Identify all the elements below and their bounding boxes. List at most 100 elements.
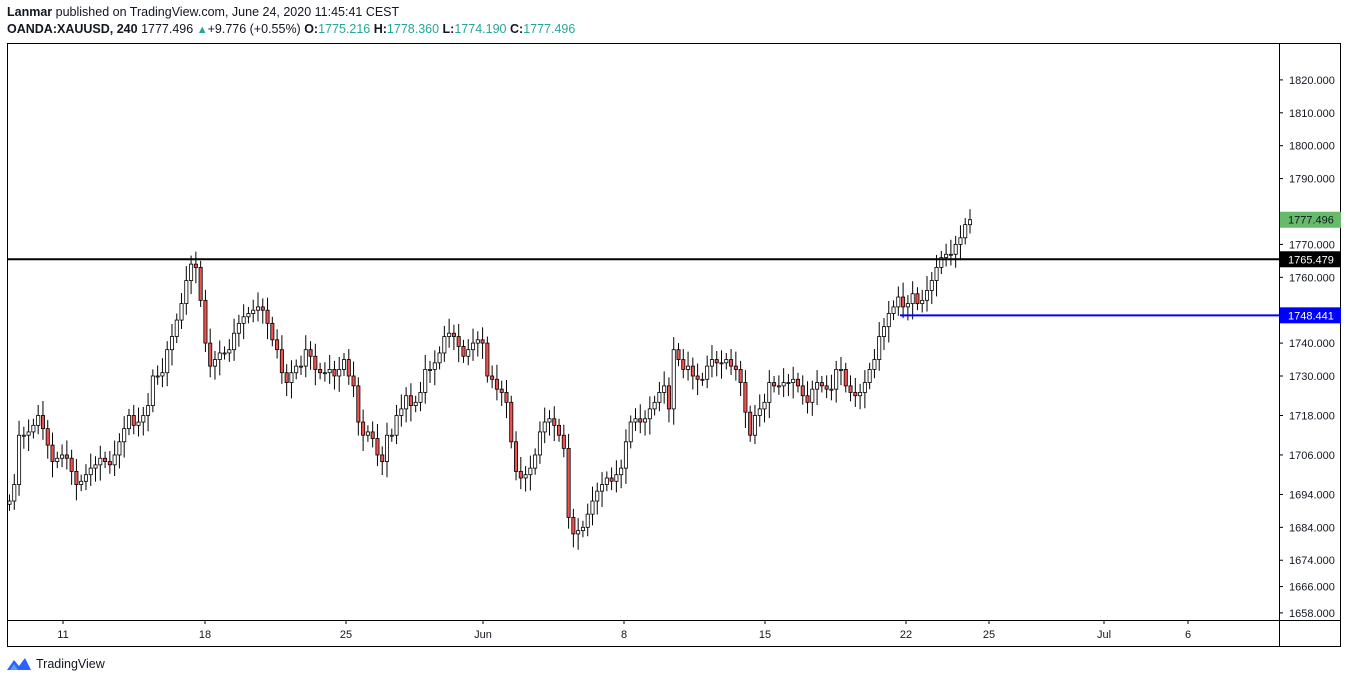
candle [528, 455, 533, 491]
candle-body [126, 415, 131, 430]
candle-body [948, 253, 953, 256]
candle-body [724, 359, 729, 364]
candle [356, 377, 361, 436]
candle [514, 431, 519, 481]
candle [93, 456, 98, 482]
candle-body [160, 372, 165, 377]
candle [676, 343, 681, 367]
candle-body [447, 332, 452, 337]
candle-body [953, 243, 958, 255]
price-badges: 1777.496 1765.479 1748.441 [1280, 211, 1341, 324]
candle-body [17, 434, 22, 485]
candle-body [690, 365, 695, 377]
candle-body [308, 349, 313, 357]
open-value: 1775.216 [318, 22, 371, 36]
candle [69, 449, 74, 485]
candle [638, 404, 643, 434]
candle-body [423, 369, 428, 393]
candle-body [131, 415, 136, 426]
candle [614, 460, 619, 493]
candle-body [212, 359, 217, 367]
candle [198, 260, 203, 307]
candle-body [858, 392, 863, 397]
candle [714, 350, 719, 377]
candle [232, 318, 237, 361]
candle-body [590, 500, 595, 515]
candle [776, 375, 781, 395]
candle [905, 295, 910, 321]
candle [552, 406, 557, 442]
candle-body [872, 359, 877, 370]
candle [79, 474, 84, 492]
candle-body [843, 369, 848, 387]
candle-body [418, 392, 423, 403]
candle [107, 451, 112, 474]
candle [590, 486, 595, 526]
candle-body [451, 332, 456, 337]
candle-body [236, 322, 241, 334]
candle [733, 351, 738, 381]
candle [705, 355, 710, 389]
candle [585, 503, 590, 537]
candle [509, 395, 514, 449]
candle-body [638, 418, 643, 423]
candle-body [169, 336, 174, 351]
candle [279, 335, 284, 384]
y-tick-label: 1800.000 [1289, 141, 1335, 153]
candle-body [729, 359, 734, 367]
horizontal-lines-layer [8, 258, 1279, 317]
candle-body [385, 434, 390, 462]
candle-body [671, 349, 676, 410]
candle-body [45, 428, 50, 446]
candle-body [662, 385, 667, 393]
candle-body [623, 441, 628, 469]
candle [963, 218, 968, 245]
candle [365, 425, 370, 442]
candle-body [332, 369, 337, 377]
candle [485, 336, 490, 383]
author-name[interactable]: Lanmar [7, 5, 53, 19]
candle-body [322, 372, 327, 375]
candle [342, 352, 347, 376]
symbol-label[interactable]: OANDA:XAUUSD, 240 [7, 22, 138, 36]
candle-body [576, 530, 581, 535]
candle-body [74, 471, 79, 485]
candle-body [557, 424, 562, 436]
candle-body [781, 382, 786, 387]
candle [346, 349, 351, 385]
candle-body [523, 474, 528, 479]
candle-body [227, 349, 232, 354]
candle [939, 250, 944, 275]
price-axis[interactable]: 1820.000 1810.000 1800.000 1790.000 1770.000… [1279, 75, 1335, 620]
candle [920, 289, 925, 313]
low-value: 1774.190 [454, 22, 507, 36]
candle [241, 304, 246, 340]
candle [767, 370, 772, 419]
candle [748, 405, 753, 442]
candle [184, 266, 189, 315]
candle-body [246, 313, 251, 318]
candle-body [604, 477, 609, 485]
candle [394, 404, 399, 445]
candle [843, 362, 848, 393]
candle [786, 374, 791, 397]
candle [389, 428, 394, 442]
candle-body [270, 322, 275, 341]
candle [824, 375, 829, 399]
price-badge-last [1280, 211, 1341, 228]
candle-body [714, 359, 719, 364]
candle-body [279, 349, 284, 374]
candle [88, 453, 93, 486]
candle-body [709, 359, 714, 367]
x-tick-label: 22 [900, 629, 912, 641]
candle [404, 387, 409, 423]
price-badge-label-last: 1777.496 [1288, 215, 1334, 227]
time-axis[interactable]: 11 18 25 Jun 8 15 22 25 Jul 6 [57, 620, 1191, 641]
candle-body [251, 309, 256, 314]
chart-header: Lanmar published on TradingView.com, Jun… [7, 4, 575, 39]
publish-line: Lanmar published on TradingView.com, Jun… [7, 4, 575, 21]
candle [203, 289, 208, 352]
candle [537, 421, 542, 464]
tradingview-footer[interactable]: TradingView [6, 656, 105, 672]
